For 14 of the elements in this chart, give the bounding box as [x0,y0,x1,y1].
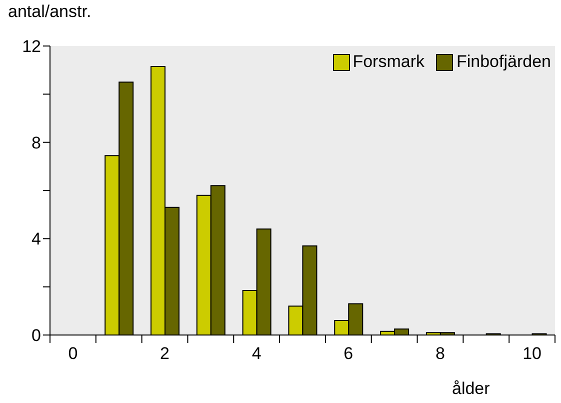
x-tick-label: 2 [160,344,170,363]
y-tick-label: 0 [32,326,41,346]
x-tick-label: 10 [522,344,542,363]
legend-label: Forsmark [352,52,424,72]
x-tick-label: 8 [435,344,445,363]
y-tick-label: 4 [32,230,41,249]
y-tick-label: 12 [22,37,41,56]
x-axis-title: ålder [452,379,490,399]
y-axis-title: antal/anstr. [8,2,92,22]
x-tick-label: 4 [252,344,262,363]
y-tick-label: 8 [32,133,41,152]
legend-label: Finbofjärden [456,52,551,72]
x-tick-label: 6 [344,344,354,363]
x-tick-label: 0 [68,344,78,363]
